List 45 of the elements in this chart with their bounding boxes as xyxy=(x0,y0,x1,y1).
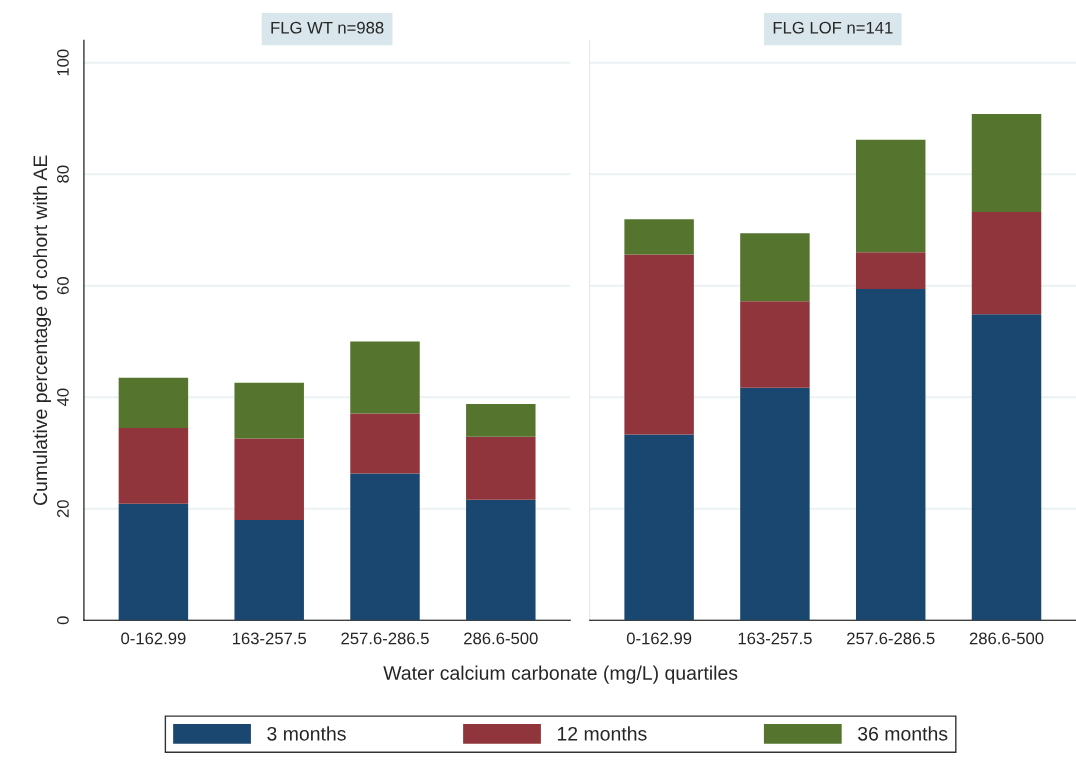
x-tick-label: 163-257.5 xyxy=(232,632,307,645)
bar xyxy=(971,314,1042,621)
chart-title: FLG WT n=988 xyxy=(271,21,384,34)
bar xyxy=(118,377,189,428)
y-axis-title: Cumulative percentage of cohort with AE xyxy=(32,155,52,505)
bar xyxy=(350,413,420,474)
bar xyxy=(466,403,536,437)
bar xyxy=(740,301,810,388)
y-tick-label: 80 xyxy=(57,165,69,183)
x-tick-label: 257.6-286.5 xyxy=(847,632,935,645)
bar xyxy=(971,113,1042,213)
bar xyxy=(118,503,189,621)
x-tick-label: 0-162.99 xyxy=(626,632,692,645)
y-tick-label: 100 xyxy=(57,49,69,76)
legend-label: 3 months xyxy=(267,726,346,741)
bar xyxy=(234,519,304,621)
x-tick-label: 257.6-286.5 xyxy=(341,632,429,645)
bar xyxy=(466,436,536,500)
x-tick-label: 286.6-500 xyxy=(464,632,538,645)
bar xyxy=(624,219,694,255)
x-tick-label: 163-257.5 xyxy=(738,632,812,645)
bar xyxy=(350,473,420,621)
y-tick-label: 60 xyxy=(57,277,69,295)
bar xyxy=(234,382,304,439)
bar xyxy=(855,252,926,290)
y-tick-label: 20 xyxy=(57,500,69,518)
bar xyxy=(740,387,810,621)
y-tick-label: 0 xyxy=(57,616,69,625)
bar xyxy=(624,434,694,621)
bar xyxy=(740,233,810,302)
x-tick-label: 286.6-500 xyxy=(969,632,1044,645)
bar xyxy=(234,438,304,520)
bar xyxy=(855,139,926,253)
legend-label: 12 months xyxy=(557,726,647,741)
bar xyxy=(855,289,926,621)
bar xyxy=(971,212,1042,315)
bar xyxy=(466,499,536,621)
x-axis-title: Water calcium carbonate (mg/L) quartiles xyxy=(383,665,738,684)
legend-label: 36 months xyxy=(857,726,948,741)
x-tick-label: 0-162.99 xyxy=(121,632,186,645)
bar xyxy=(118,427,189,504)
y-tick-label: 40 xyxy=(57,388,69,407)
bar xyxy=(350,341,420,414)
chart-title: FLG LOF n=141 xyxy=(773,21,893,34)
bar xyxy=(624,254,694,435)
